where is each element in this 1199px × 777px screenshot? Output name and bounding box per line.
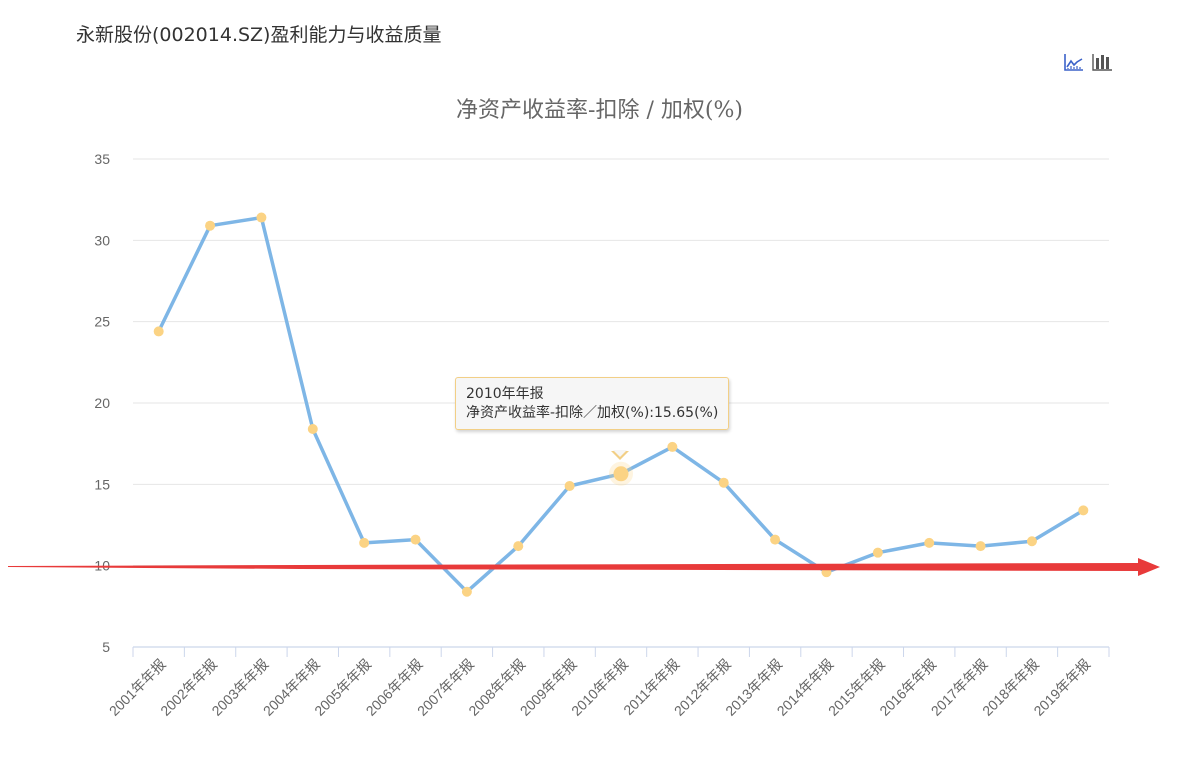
- data-point[interactable]: [307, 424, 318, 435]
- chart-title: 净资产收益率-扣除 / 加权(%): [456, 98, 743, 123]
- x-axis: 2001年年报2002年年报2003年年报2004年年报2005年年报2006年…: [106, 646, 1110, 719]
- data-point[interactable]: [924, 537, 935, 548]
- data-point[interactable]: [461, 586, 472, 597]
- y-tick-label: 20: [94, 395, 110, 411]
- data-point[interactable]: [256, 212, 267, 223]
- data-point[interactable]: [205, 220, 216, 231]
- data-point[interactable]: [513, 541, 524, 552]
- y-tick-label: 35: [94, 151, 110, 167]
- arrow-shaft: [8, 563, 1140, 571]
- data-point[interactable]: [1078, 505, 1089, 516]
- data-point[interactable]: [153, 326, 164, 337]
- data-point[interactable]: [975, 541, 986, 552]
- data-point[interactable]: [564, 480, 575, 491]
- y-tick-label: 30: [94, 232, 110, 248]
- chart-toolbox: [1063, 52, 1113, 72]
- y-axis-labels: 5 10 15 20 25 30 35: [94, 151, 110, 655]
- data-series: [153, 212, 1089, 597]
- grid-lines: [133, 158, 1109, 567]
- data-point[interactable]: [872, 547, 883, 558]
- page-title: 永新股份(002014.SZ)盈利能力与收益质量: [76, 24, 442, 46]
- data-point[interactable]: [770, 534, 781, 545]
- data-point[interactable]: [1026, 536, 1037, 547]
- y-tick-label: 15: [94, 476, 110, 492]
- tooltip-value: 净资产收益率-扣除／加权(%):15.65(%): [466, 405, 719, 421]
- y-tick-label: 5: [102, 639, 110, 655]
- data-point[interactable]: [718, 477, 729, 488]
- line-chart-icon[interactable]: [1063, 52, 1085, 72]
- arrow-head: [1138, 558, 1160, 576]
- tooltip: 2010年年报 净资产收益率-扣除／加权(%):15.65(%): [455, 377, 730, 430]
- tooltip-title: 2010年年报: [466, 386, 544, 402]
- red-arrow-annotation: [8, 558, 1160, 576]
- data-point[interactable]: [613, 466, 629, 482]
- data-point[interactable]: [359, 537, 370, 548]
- data-point[interactable]: [410, 534, 421, 545]
- data-point[interactable]: [667, 441, 678, 452]
- bar-chart-icon[interactable]: [1091, 52, 1113, 72]
- y-tick-label: 25: [94, 314, 110, 330]
- y-tick-label: 10: [94, 558, 110, 574]
- tooltip-pointer-inner: [613, 450, 627, 457]
